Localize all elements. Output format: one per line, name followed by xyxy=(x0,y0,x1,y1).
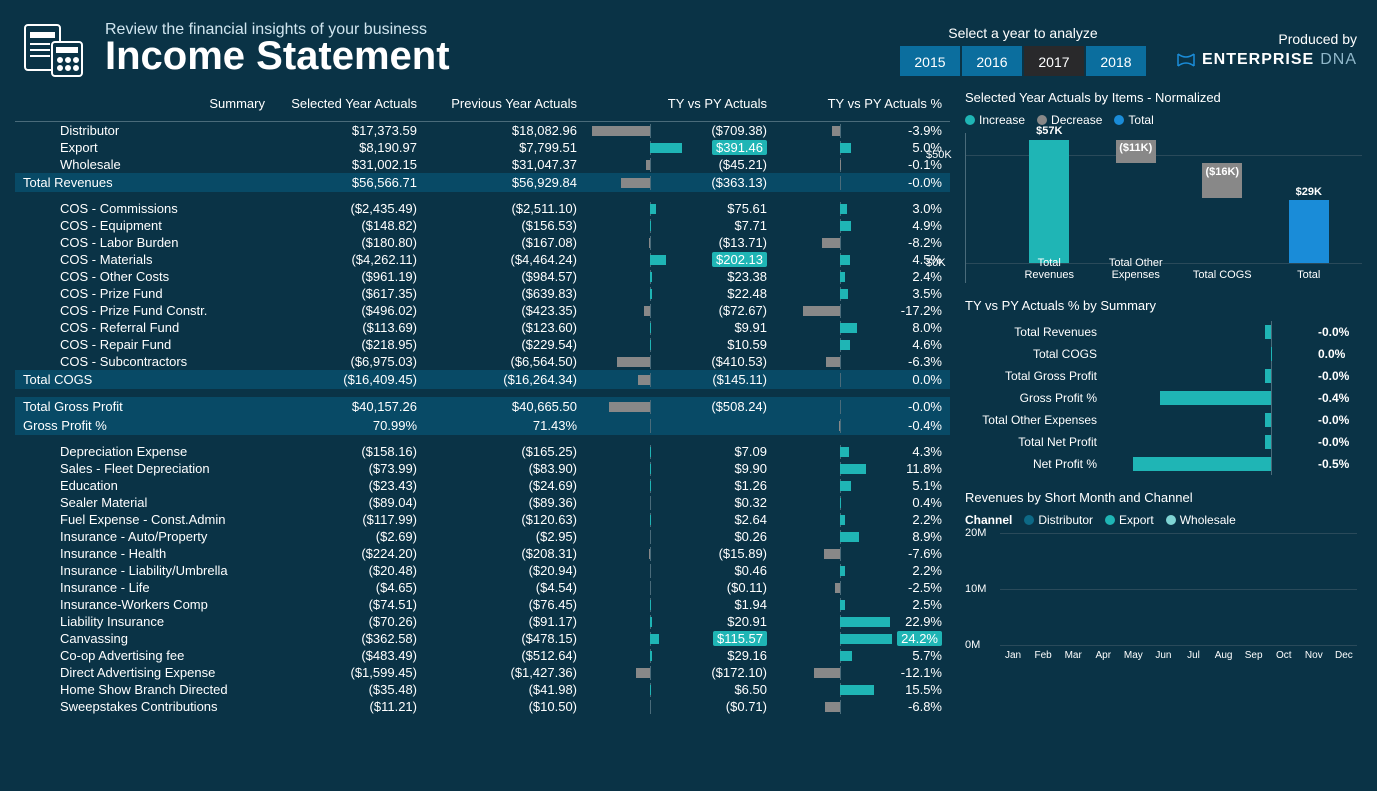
table-row[interactable]: COS - Commissions($2,435.49)($2,511.10)$… xyxy=(15,200,950,217)
column-header[interactable]: Previous Year Actuals xyxy=(425,90,585,122)
table-row[interactable]: COS - Repair Fund($218.95)($229.54)$10.5… xyxy=(15,336,950,353)
table-row[interactable]: COS - Materials($4,262.11)($4,464.24)$20… xyxy=(15,251,950,268)
table-row[interactable]: COS - Prize Fund($617.35)($639.83)$22.48… xyxy=(15,285,950,302)
waterfall-bar[interactable]: Total Other Expenses($11K) xyxy=(1106,133,1166,263)
hbar-row[interactable]: Total Gross Profit-0.0% xyxy=(965,365,1362,387)
table-row[interactable]: Liability Insurance($70.26)($91.17)$20.9… xyxy=(15,613,950,630)
table-row[interactable]: COS - Referral Fund($113.69)($123.60)$9.… xyxy=(15,319,950,336)
table-row[interactable]: Sweepstakes Contributions($11.21)($10.50… xyxy=(15,698,950,715)
table-row[interactable]: Canvassing($362.58)($478.15)$115.5724.2% xyxy=(15,630,950,647)
hbar-row[interactable]: Net Profit %-0.5% xyxy=(965,453,1362,475)
legend-item[interactable]: Wholesale xyxy=(1166,513,1236,527)
waterfall-bar[interactable]: Total Revenues$57K xyxy=(1019,133,1079,263)
table-row[interactable]: Total COGS($16,409.45)($16,264.34)($145.… xyxy=(15,370,950,389)
waterfall-title: Selected Year Actuals by Items - Normali… xyxy=(965,90,1362,105)
waterfall-bar[interactable]: Total COGS($16K) xyxy=(1192,133,1252,263)
header: Review the financial insights of your bu… xyxy=(0,0,1377,90)
waterfall-chart: Selected Year Actuals by Items - Normali… xyxy=(965,90,1362,283)
legend-item[interactable]: Increase xyxy=(965,113,1025,127)
table-row[interactable]: Direct Advertising Expense($1,599.45)($1… xyxy=(15,664,950,681)
enterprise-dna-logo: ENTERPRISE DNA xyxy=(1176,51,1357,69)
table-row[interactable]: Export$8,190.97$7,799.51$391.465.0% xyxy=(15,139,950,156)
legend-item[interactable]: Export xyxy=(1105,513,1154,527)
hbar-row[interactable]: Total Other Expenses-0.0% xyxy=(965,409,1362,431)
table-row[interactable]: Co-op Advertising fee($483.49)($512.64)$… xyxy=(15,647,950,664)
table-row[interactable]: Education($23.43)($24.69)$1.265.1% xyxy=(15,477,950,494)
table-row[interactable]: Gross Profit %70.99%71.43%-0.4% xyxy=(15,416,950,435)
table-row[interactable]: Total Gross Profit$40,157.26$40,665.50($… xyxy=(15,397,950,416)
table-row[interactable]: Home Show Branch Directed($35.48)($41.98… xyxy=(15,681,950,698)
produced-by-label: Produced by xyxy=(1176,31,1357,47)
table-row[interactable]: COS - Labor Burden($180.80)($167.08)($13… xyxy=(15,234,950,251)
table-row[interactable]: Distributor$17,373.59$18,082.96($709.38)… xyxy=(15,122,950,140)
table-row[interactable]: Depreciation Expense($158.16)($165.25)$7… xyxy=(15,443,950,460)
table-row[interactable]: Sealer Material($89.04)($89.36)$0.320.4% xyxy=(15,494,950,511)
legend-item[interactable]: Total xyxy=(1114,113,1153,127)
year-selector-label: Select a year to analyze xyxy=(900,25,1146,41)
table-row[interactable]: Insurance - Life($4.65)($4.54)($0.11)-2.… xyxy=(15,579,950,596)
table-row[interactable]: COS - Prize Fund Constr.($496.02)($423.3… xyxy=(15,302,950,319)
table-row[interactable]: Insurance - Auto/Property($2.69)($2.95)$… xyxy=(15,528,950,545)
column-header[interactable]: TY vs PY Actuals xyxy=(585,90,775,122)
table-row[interactable]: Wholesale$31,002.15$31,047.37($45.21)-0.… xyxy=(15,156,950,173)
year-button-2018[interactable]: 2018 xyxy=(1086,46,1146,76)
column-header[interactable]: TY vs PY Actuals % xyxy=(775,90,950,122)
report-icon xyxy=(20,20,90,80)
table-row[interactable]: Total Revenues$56,566.71$56,929.84($363.… xyxy=(15,173,950,192)
income-statement-table: SummarySelected Year ActualsPrevious Yea… xyxy=(15,90,950,715)
hbar-chart: TY vs PY Actuals % by Summary Total Reve… xyxy=(965,298,1362,475)
hbar-row[interactable]: Total Revenues-0.0% xyxy=(965,321,1362,343)
year-button-2017[interactable]: 2017 xyxy=(1024,46,1084,76)
waterfall-bar[interactable]: Total$29K xyxy=(1279,133,1339,263)
stacked-chart: Revenues by Short Month and Channel Chan… xyxy=(965,490,1362,663)
table-row[interactable]: Insurance-Workers Comp($74.51)($76.45)$1… xyxy=(15,596,950,613)
stacked-title: Revenues by Short Month and Channel xyxy=(965,490,1362,505)
year-button-2016[interactable]: 2016 xyxy=(962,46,1022,76)
year-button-2015[interactable]: 2015 xyxy=(900,46,960,76)
table-row[interactable]: COS - Equipment($148.82)($156.53)$7.714.… xyxy=(15,217,950,234)
hbar-row[interactable]: Total COGS0.0% xyxy=(965,343,1362,365)
table-row[interactable]: COS - Other Costs($961.19)($984.57)$23.3… xyxy=(15,268,950,285)
year-selector: Select a year to analyze 201520162017201… xyxy=(900,25,1146,76)
income-table-panel[interactable]: SummarySelected Year ActualsPrevious Yea… xyxy=(15,90,950,790)
table-row[interactable]: Insurance - Health($224.20)($208.31)($15… xyxy=(15,545,950,562)
table-row[interactable]: Sales - Fleet Depreciation($73.99)($83.9… xyxy=(15,460,950,477)
hbar-row[interactable]: Gross Profit %-0.4% xyxy=(965,387,1362,409)
legend-item[interactable]: Distributor xyxy=(1024,513,1093,527)
page-title: Income Statement xyxy=(105,34,900,79)
column-header[interactable]: Selected Year Actuals xyxy=(275,90,425,122)
column-header[interactable]: Summary xyxy=(15,90,275,122)
table-row[interactable]: Insurance - Liability/Umbrella($20.48)($… xyxy=(15,562,950,579)
table-row[interactable]: Fuel Expense - Const.Admin($117.99)($120… xyxy=(15,511,950,528)
hbar-row[interactable]: Total Net Profit-0.0% xyxy=(965,431,1362,453)
table-row[interactable]: COS - Subcontractors($6,975.03)($6,564.5… xyxy=(15,353,950,370)
hbar-title: TY vs PY Actuals % by Summary xyxy=(965,298,1362,313)
